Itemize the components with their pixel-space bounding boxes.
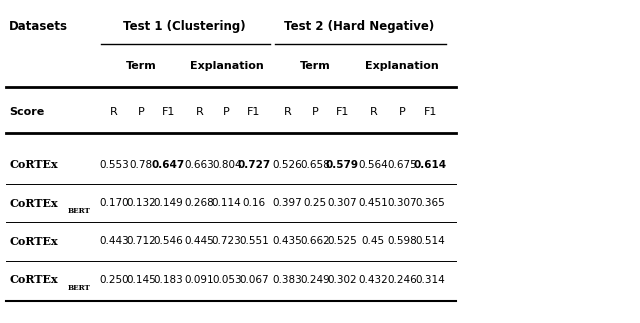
- Text: Test 2 (Hard Negative): Test 2 (Hard Negative): [284, 20, 434, 33]
- Text: Term: Term: [300, 61, 330, 71]
- Text: R: R: [369, 107, 377, 117]
- Text: 0.183: 0.183: [154, 275, 183, 285]
- Text: 0.067: 0.067: [239, 275, 269, 285]
- Text: 0.551: 0.551: [239, 236, 269, 246]
- Text: 0.579: 0.579: [326, 160, 358, 170]
- Text: F1: F1: [247, 107, 260, 117]
- Text: 0.170: 0.170: [99, 198, 129, 208]
- Text: 0.432: 0.432: [358, 275, 388, 285]
- Text: 0.307: 0.307: [328, 198, 357, 208]
- Text: 0.662: 0.662: [300, 236, 330, 246]
- Text: 0.397: 0.397: [273, 198, 303, 208]
- Text: 0.383: 0.383: [273, 275, 303, 285]
- Text: 0.526: 0.526: [273, 160, 303, 170]
- Text: 0.78: 0.78: [129, 160, 153, 170]
- Text: 0.053: 0.053: [212, 275, 241, 285]
- Text: P: P: [399, 107, 405, 117]
- Text: P: P: [138, 107, 145, 117]
- Text: 0.435: 0.435: [273, 236, 303, 246]
- Text: 0.365: 0.365: [415, 198, 445, 208]
- Text: BERT: BERT: [67, 284, 90, 292]
- Text: R: R: [110, 107, 118, 117]
- Text: 0.246: 0.246: [387, 275, 417, 285]
- Text: 0.307: 0.307: [387, 198, 417, 208]
- Text: F1: F1: [424, 107, 437, 117]
- Text: P: P: [312, 107, 318, 117]
- Text: 0.149: 0.149: [154, 198, 183, 208]
- Text: 0.45: 0.45: [362, 236, 385, 246]
- Text: 0.250: 0.250: [99, 275, 129, 285]
- Text: Term: Term: [125, 61, 156, 71]
- Text: 0.25: 0.25: [303, 198, 326, 208]
- Text: 0.16: 0.16: [243, 198, 266, 208]
- Text: BERT: BERT: [67, 207, 90, 215]
- Text: 0.723: 0.723: [212, 236, 242, 246]
- Text: Score: Score: [9, 107, 44, 117]
- Text: 0.712: 0.712: [126, 236, 156, 246]
- Text: R: R: [196, 107, 204, 117]
- Text: 0.132: 0.132: [126, 198, 156, 208]
- Text: Test 1 (Clustering): Test 1 (Clustering): [123, 20, 245, 33]
- Text: CoRTEx: CoRTEx: [9, 159, 58, 170]
- Text: CoRTEx: CoRTEx: [9, 275, 58, 286]
- Text: 0.525: 0.525: [327, 236, 357, 246]
- Text: 0.249: 0.249: [300, 275, 330, 285]
- Text: F1: F1: [335, 107, 349, 117]
- Text: 0.302: 0.302: [328, 275, 357, 285]
- Text: 0.564: 0.564: [358, 160, 388, 170]
- Text: 0.546: 0.546: [154, 236, 183, 246]
- Text: CoRTEx: CoRTEx: [9, 236, 58, 247]
- Text: 0.314: 0.314: [415, 275, 445, 285]
- Text: 0.647: 0.647: [152, 160, 185, 170]
- Text: 0.663: 0.663: [184, 160, 214, 170]
- Text: P: P: [223, 107, 230, 117]
- Text: 0.114: 0.114: [212, 198, 242, 208]
- Text: 0.268: 0.268: [184, 198, 214, 208]
- Text: 0.675: 0.675: [387, 160, 417, 170]
- Text: Datasets: Datasets: [9, 20, 68, 33]
- Text: 0.514: 0.514: [415, 236, 445, 246]
- Text: 0.145: 0.145: [126, 275, 156, 285]
- Text: 0.553: 0.553: [99, 160, 129, 170]
- Text: Explanation: Explanation: [365, 61, 438, 71]
- Text: 0.658: 0.658: [300, 160, 330, 170]
- Text: 0.443: 0.443: [99, 236, 129, 246]
- Text: Explanation: Explanation: [190, 61, 264, 71]
- Text: 0.614: 0.614: [414, 160, 447, 170]
- Text: R: R: [284, 107, 291, 117]
- Text: 0.727: 0.727: [237, 160, 271, 170]
- Text: 0.804: 0.804: [212, 160, 241, 170]
- Text: 0.445: 0.445: [184, 236, 214, 246]
- Text: 0.598: 0.598: [387, 236, 417, 246]
- Text: 0.091: 0.091: [185, 275, 214, 285]
- Text: CoRTEx: CoRTEx: [9, 198, 58, 209]
- Text: 0.451: 0.451: [358, 198, 388, 208]
- Text: F1: F1: [162, 107, 175, 117]
